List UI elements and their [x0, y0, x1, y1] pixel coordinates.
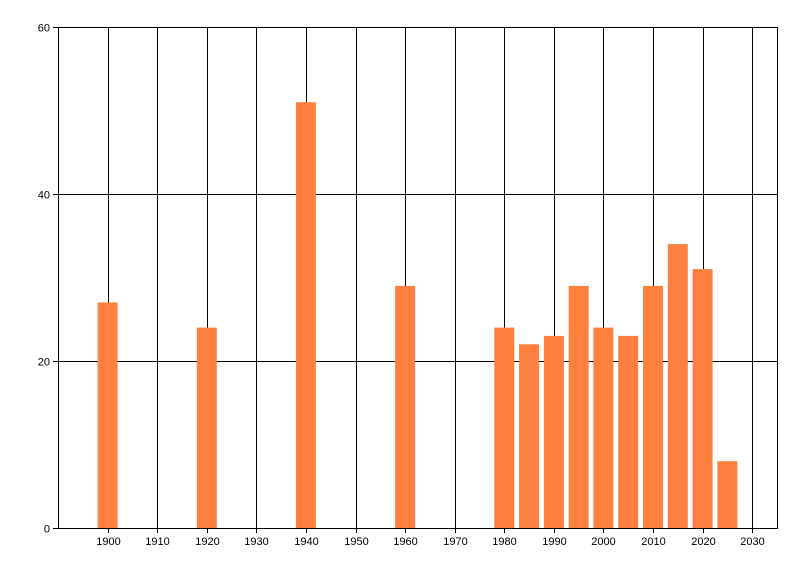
tick-labels: 0 20 40 60 1900 1910 1920 1930 1940 1950 1960 1970 1… — [38, 23, 765, 549]
bar — [494, 327, 515, 528]
x-tick-label: 1950 — [344, 536, 368, 548]
y-tick-label: 60 — [38, 23, 50, 35]
bar — [667, 244, 688, 528]
y-tick-label: 0 — [44, 524, 50, 536]
x-tick-label: 1920 — [195, 536, 219, 548]
x-tick-label: 2030 — [740, 536, 764, 548]
y-tick-label: 20 — [38, 357, 50, 369]
x-tick-label: 2000 — [591, 536, 615, 548]
bar — [196, 327, 217, 528]
x-tick-label: 1910 — [145, 536, 169, 548]
bar — [568, 285, 589, 528]
y-tick-label: 40 — [38, 190, 50, 202]
bar-series — [97, 102, 738, 528]
x-tick-label: 1900 — [96, 536, 120, 548]
x-tick-label: 1990 — [542, 536, 566, 548]
x-tick-label: 2020 — [691, 536, 715, 548]
bar — [717, 461, 738, 528]
x-tick-label: 1960 — [393, 536, 417, 548]
bar — [295, 102, 316, 528]
bar — [519, 344, 540, 528]
bar — [395, 285, 416, 528]
bar — [618, 335, 639, 528]
x-tick-label: 1980 — [492, 536, 516, 548]
bar — [543, 335, 564, 528]
bar — [692, 269, 713, 528]
x-tick-label: 1930 — [244, 536, 268, 548]
bar — [643, 285, 663, 528]
bar — [97, 302, 118, 528]
x-tick-label: 2010 — [641, 536, 665, 548]
axes — [53, 27, 778, 533]
bar — [593, 327, 614, 528]
x-tick-label: 1940 — [294, 536, 318, 548]
x-tick-label: 1970 — [443, 536, 467, 548]
